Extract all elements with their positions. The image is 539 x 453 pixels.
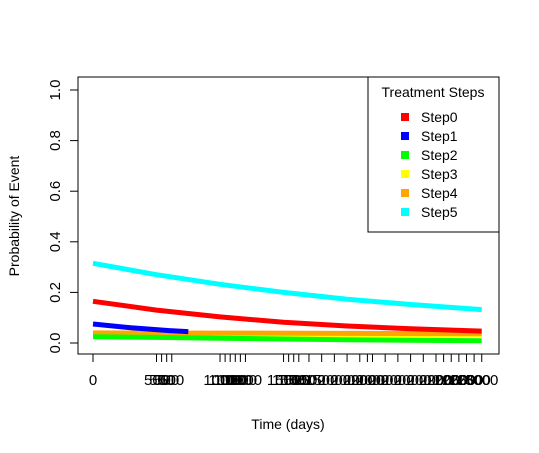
y-tick-label: 0.0 bbox=[47, 333, 64, 354]
series-line-step4 bbox=[93, 333, 482, 334]
series-line-step5 bbox=[93, 263, 482, 309]
x-axis-title: Time (days) bbox=[251, 416, 324, 432]
legend-label-step3: Step3 bbox=[421, 166, 458, 182]
legend-swatch-step4 bbox=[401, 189, 409, 197]
y-tick-label: 0.8 bbox=[47, 130, 64, 151]
y-tick-label: 1.0 bbox=[47, 80, 64, 101]
legend-swatch-step1 bbox=[401, 132, 409, 140]
y-axis: 0.0 0.2 0.4 0.6 0.8 1.0 bbox=[47, 80, 78, 354]
x-tick-label: 0 bbox=[89, 372, 97, 389]
x-tick-label: 500 bbox=[159, 372, 184, 389]
legend-swatch-step5 bbox=[401, 208, 409, 216]
legend-label-step5: Step5 bbox=[421, 204, 458, 220]
legend-label-step4: Step4 bbox=[421, 185, 458, 201]
x-tick-label: 1000 bbox=[229, 372, 262, 389]
legend-swatch-step3 bbox=[401, 170, 409, 178]
y-axis-title: Probability of Event bbox=[6, 156, 22, 277]
y-tick-label: 0.2 bbox=[47, 282, 64, 303]
legend: Treatment Steps Step0 Step1 Step2 Step3 Step… bbox=[368, 77, 499, 232]
legend-label-step0: Step0 bbox=[421, 109, 458, 125]
x-tick-label: 3000 bbox=[465, 372, 498, 389]
legend-swatch-step2 bbox=[401, 151, 409, 159]
y-tick-label: 0.4 bbox=[47, 231, 64, 252]
y-tick-label: 0.6 bbox=[47, 181, 64, 202]
legend-label-step1: Step1 bbox=[421, 128, 458, 144]
series-layer bbox=[93, 263, 482, 340]
legend-title: Treatment Steps bbox=[382, 84, 485, 100]
legend-swatch-step0 bbox=[401, 113, 409, 121]
legend-label-step2: Step2 bbox=[421, 147, 458, 163]
